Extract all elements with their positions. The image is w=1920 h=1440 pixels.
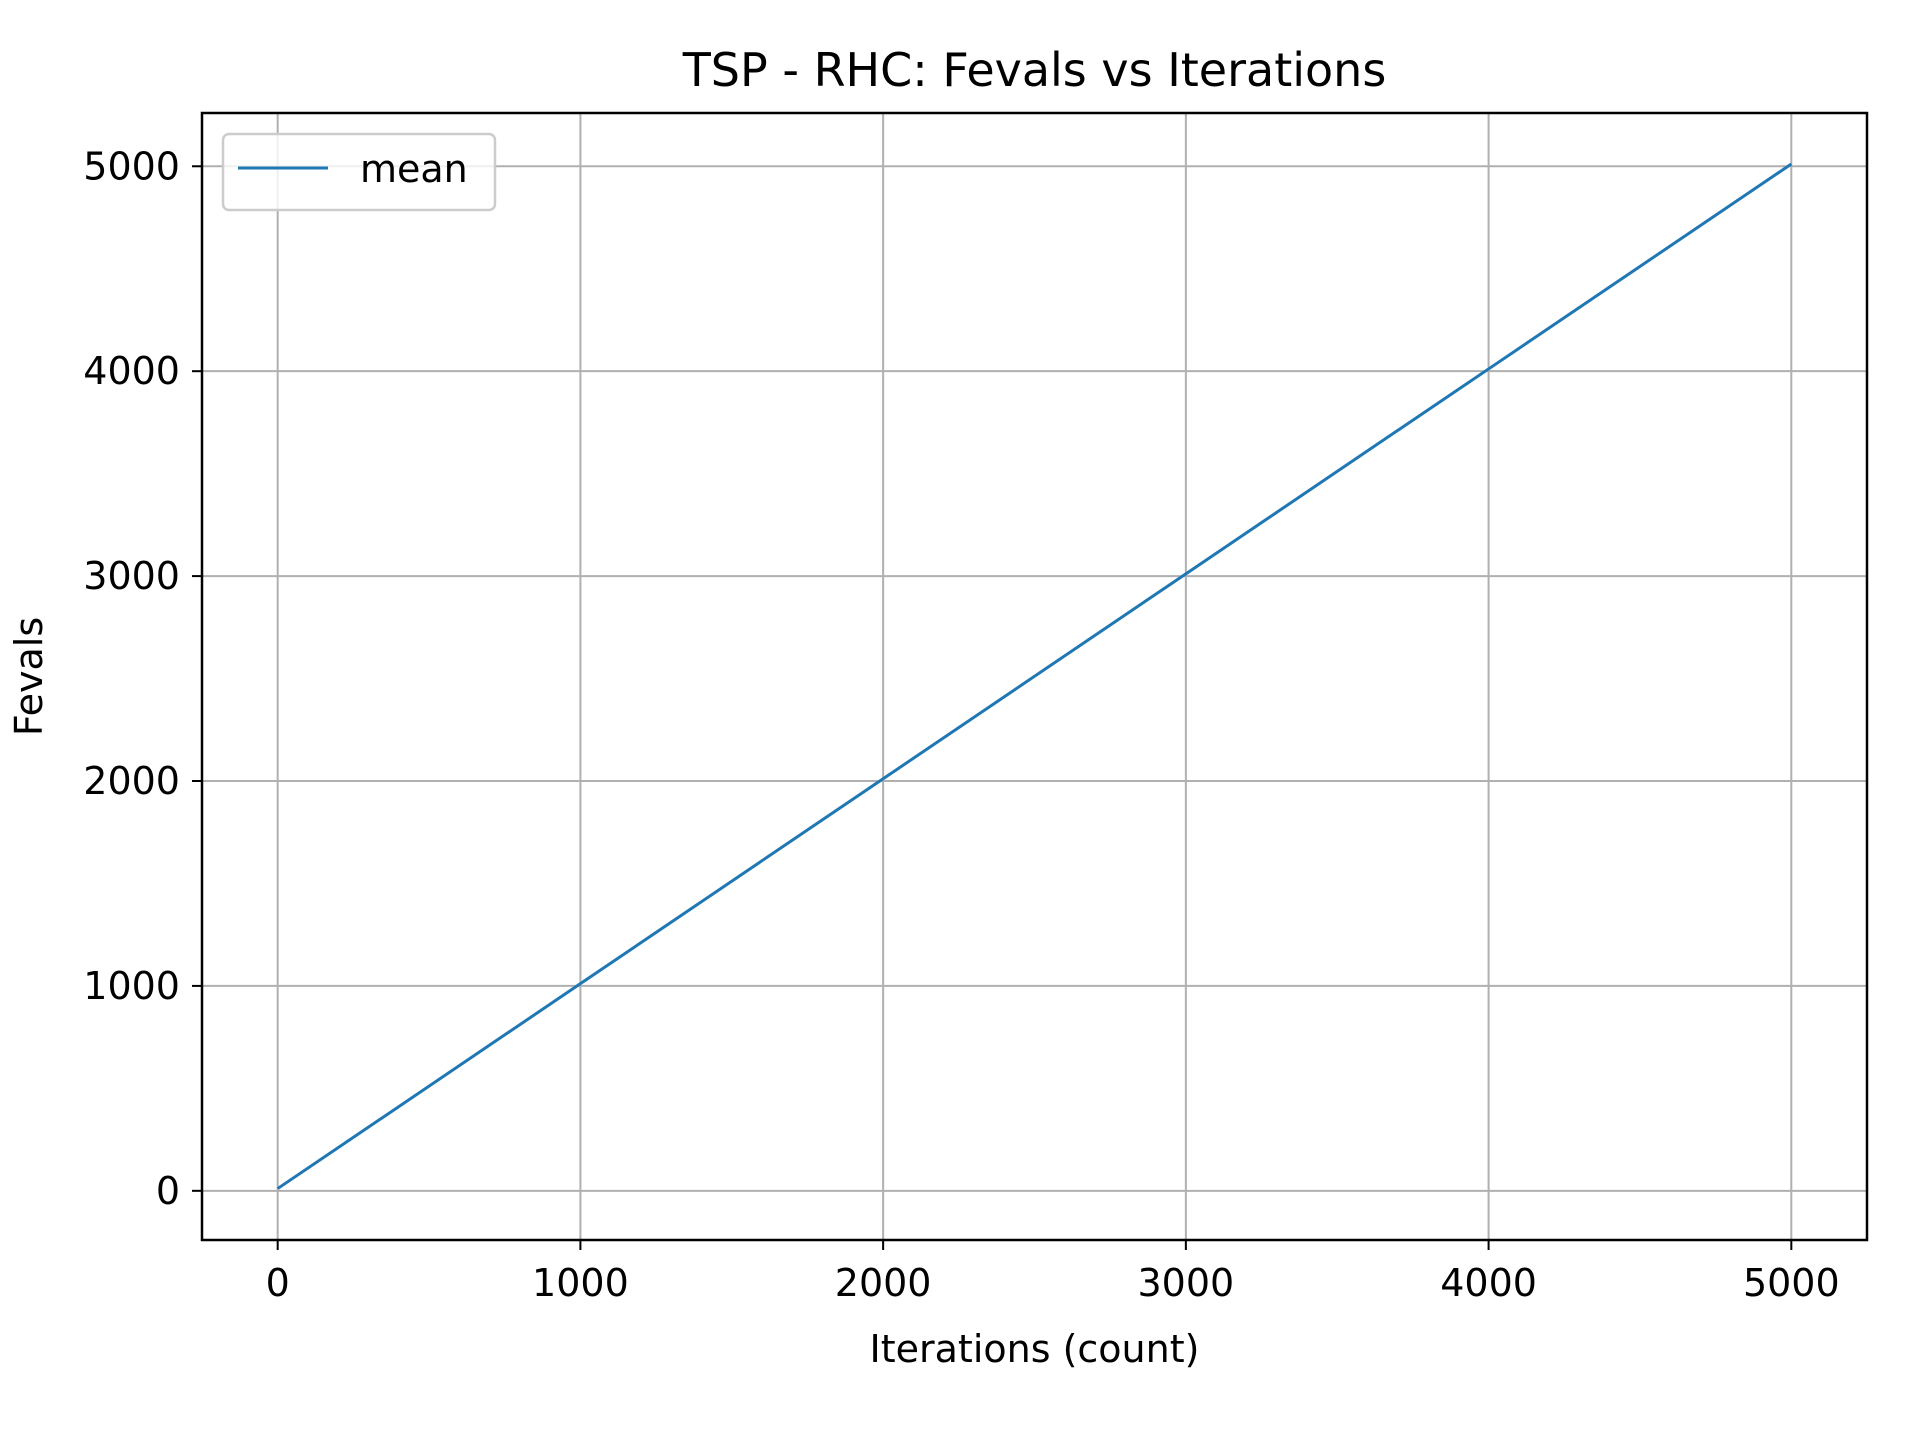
- y-tick-label: 0: [156, 1169, 180, 1213]
- x-tick-label: 4000: [1440, 1261, 1537, 1305]
- x-tick-label: 3000: [1138, 1261, 1235, 1305]
- chart-title: TSP - RHC: Fevals vs Iterations: [682, 43, 1387, 97]
- series-line-mean: [276, 162, 1793, 1190]
- x-axis-label: Iterations (count): [870, 1327, 1200, 1371]
- legend-box: [221, 132, 497, 212]
- y-tick-label: 1000: [83, 964, 180, 1008]
- legend: mean: [221, 132, 497, 212]
- y-tick-label: 3000: [83, 554, 180, 598]
- x-tick-label: 1000: [532, 1261, 629, 1305]
- x-tick-label: 2000: [835, 1261, 932, 1305]
- y-axis-label: Fevals: [7, 617, 51, 736]
- legend-label-mean: mean: [360, 147, 468, 191]
- x-tick-label: 5000: [1743, 1261, 1840, 1305]
- ticks: 0 1000 2000 3000 4000 5000 0 1000 2000 3000 4000 50…: [83, 144, 1839, 1305]
- y-tick-label: 4000: [83, 349, 180, 393]
- series-layer: [276, 162, 1793, 1190]
- x-tick-label: 0: [266, 1261, 290, 1305]
- plot-frame: [200, 111, 1869, 1242]
- y-tick-label: 2000: [83, 759, 180, 803]
- y-tick-label: 5000: [83, 144, 180, 188]
